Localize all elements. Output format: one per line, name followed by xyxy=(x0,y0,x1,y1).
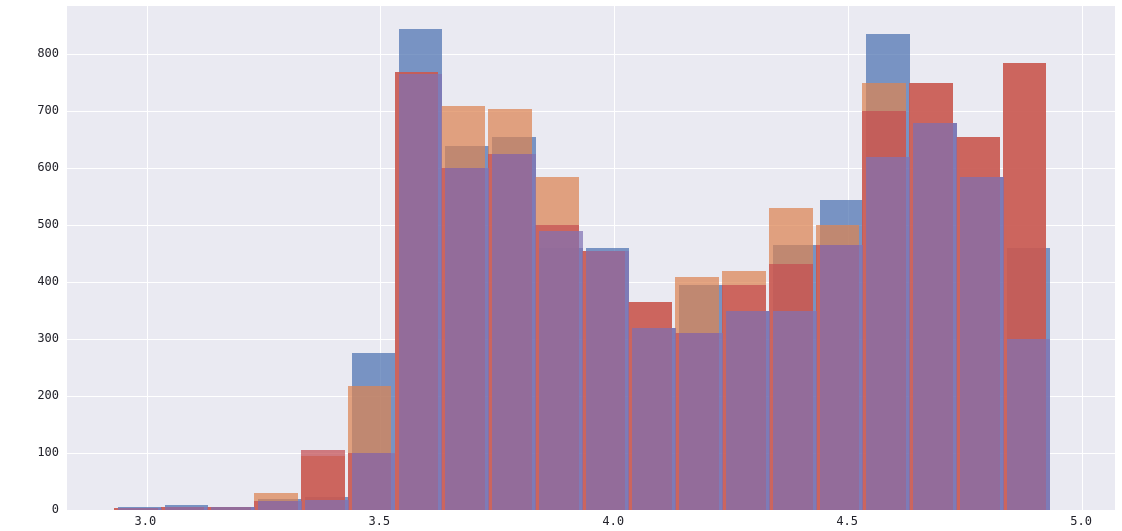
bar-series-purple xyxy=(913,123,957,510)
bar-series-purple xyxy=(118,508,162,510)
histogram-chart: 0 100 200 300 400 500 600 700 800 3.0 3.5 4.0 4.5 5.… xyxy=(0,0,1122,531)
y-tick-label: 100 xyxy=(37,445,59,459)
bar-series-purple xyxy=(773,311,817,510)
gridline-h xyxy=(67,510,1115,511)
bar-series-purple xyxy=(352,453,396,510)
y-tick-label: 800 xyxy=(37,46,59,60)
bar-series-purple xyxy=(305,500,349,510)
y-tick-label: 500 xyxy=(37,217,59,231)
bar-series-purple xyxy=(960,177,1004,510)
y-tick-label: 300 xyxy=(37,331,59,345)
gridline-v xyxy=(1082,6,1083,510)
x-tick-label: 3.0 xyxy=(135,514,157,528)
bar-series-purple xyxy=(258,501,302,510)
bar-series-purple xyxy=(679,333,723,510)
gridline-h xyxy=(67,111,1115,112)
bar-series-purple xyxy=(866,157,910,510)
bar-series-purple xyxy=(445,168,489,510)
x-tick-label: 5.0 xyxy=(1070,514,1092,528)
bar-series-purple xyxy=(726,311,770,510)
gridline-v xyxy=(147,6,148,510)
bar-series-purple xyxy=(399,74,443,510)
y-tick-label: 200 xyxy=(37,388,59,402)
bar-series-purple xyxy=(820,245,864,510)
plot-area xyxy=(67,6,1115,510)
y-tick-label: 400 xyxy=(37,274,59,288)
bar-series-purple xyxy=(539,231,583,510)
y-tick-label: 600 xyxy=(37,160,59,174)
x-tick-label: 4.5 xyxy=(836,514,858,528)
bar-series-purple xyxy=(586,251,630,510)
x-tick-label: 4.0 xyxy=(602,514,624,528)
gridline-h xyxy=(67,54,1115,55)
bar-series-purple xyxy=(211,507,255,510)
x-tick-label: 3.5 xyxy=(368,514,390,528)
bar-series-purple xyxy=(492,154,536,510)
bar-series-purple xyxy=(1007,339,1051,510)
bar-series-purple xyxy=(632,328,676,510)
y-tick-label: 0 xyxy=(52,502,59,516)
bar-series-purple xyxy=(165,507,209,510)
y-tick-label: 700 xyxy=(37,103,59,117)
